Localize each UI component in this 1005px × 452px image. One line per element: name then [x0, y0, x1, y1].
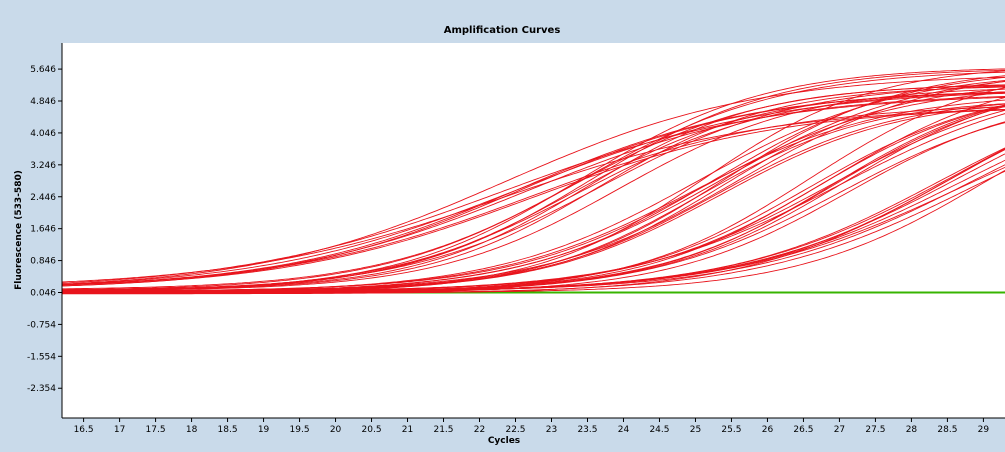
x-tick-label: 22: [474, 425, 485, 435]
x-tick-label: 25: [690, 425, 701, 435]
x-tick-label: 24: [618, 425, 630, 435]
x-tick-label: 28: [906, 425, 918, 435]
x-tick-label: 17.5: [146, 425, 166, 435]
x-tick-label: 25.5: [721, 425, 741, 435]
y-tick-label: 5.646: [30, 65, 56, 75]
amplification-curve: [62, 149, 1005, 295]
x-tick-label: 23.5: [577, 425, 597, 435]
x-tick-label: 23: [546, 425, 557, 435]
amplification-curve: [62, 147, 1005, 292]
y-tick-label: -2.354: [27, 384, 56, 394]
x-tick-label: 19: [258, 425, 270, 435]
amplification-curve: [62, 170, 1005, 294]
amplification-curve: [62, 96, 1005, 284]
y-tick-label: -0.754: [27, 320, 56, 330]
amplification-curve: [62, 85, 1005, 291]
x-tick-label: 16.5: [74, 425, 94, 435]
amplification-curve: [62, 109, 1005, 287]
x-tick-label: 18.5: [218, 425, 238, 435]
amplification-curve: [62, 96, 1005, 286]
x-tick-label: 21: [402, 425, 413, 435]
x-ticks: 16.5 17 17.5 18 18.5 19 19.5 20 20.5 21 21.5 22 22.5…: [74, 418, 990, 435]
x-tick-label: 29: [978, 425, 990, 435]
y-tick-label: 4.046: [30, 129, 56, 139]
y-ticks: 5.646 4.846 4.046 3.246 2.446 1.646 0.846 0.046…: [27, 65, 62, 394]
y-tick-label: 0.846: [30, 257, 56, 267]
x-axis-label: Cycles: [488, 436, 520, 446]
x-tick-label: 22.5: [505, 425, 525, 435]
x-tick-label: 26: [762, 425, 774, 435]
x-tick-label: 28.5: [937, 425, 957, 435]
x-tick-label: 19.5: [290, 425, 310, 435]
x-tick-label: 27.5: [865, 425, 885, 435]
amplification-curve: [62, 92, 1005, 285]
y-tick-label: 4.846: [30, 97, 56, 107]
y-tick-label: 1.646: [30, 225, 56, 235]
x-tick-label: 18: [186, 425, 198, 435]
x-tick-label: 24.5: [649, 425, 669, 435]
axes-layer: [61, 43, 1005, 419]
y-tick-label: 2.446: [30, 193, 56, 203]
amplification-curve: [62, 76, 1005, 285]
amplification-curve: [62, 71, 1005, 290]
amplification-curve: [62, 88, 1005, 292]
x-tick-label: 27: [834, 425, 845, 435]
x-tick-label: 20.5: [362, 425, 382, 435]
y-tick-label: 0.046: [30, 288, 56, 298]
x-tick-label: 17: [114, 425, 125, 435]
curves-layer: [62, 68, 1005, 295]
y-tick-label: 3.246: [30, 161, 56, 171]
chart-title: Amplification Curves: [444, 25, 561, 36]
x-tick-label: 21.5: [433, 425, 453, 435]
y-axis-label: Fluorescence (533-580): [14, 170, 24, 290]
x-tick-label: 26.5: [793, 425, 813, 435]
x-tick-label: 20: [330, 425, 342, 435]
amplification-curve: [62, 99, 1005, 292]
y-tick-label: -1.554: [27, 352, 56, 362]
amplification-curve: [62, 92, 1005, 292]
amplification-curve: [62, 106, 1005, 286]
